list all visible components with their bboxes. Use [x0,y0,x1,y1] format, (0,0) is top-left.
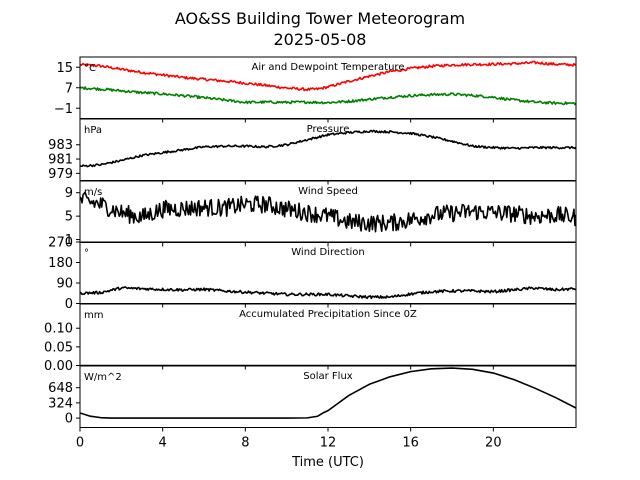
panel-title-pres: Pressure [307,124,350,135]
y-tick-label-pres-2: 979 [48,167,73,182]
x-tick-label-3: 12 [320,436,337,451]
x-tick-label-5: 20 [485,436,502,451]
series-line-solr-0 [80,367,576,419]
panel-title-wdir: Wind Direction [291,247,365,258]
y-tick-label-wspd-0: 9 [65,186,73,201]
y-tick-label-prcp-0: 0.10 [44,322,73,337]
x-axis-label: Time (UTC) [291,455,364,470]
panel-title-temp: Air and Dewpoint Temperature [252,62,405,73]
x-tick-label-1: 4 [159,436,167,451]
y-tick-label-temp-0: 15 [56,61,73,76]
series-line-wspd-0 [80,191,576,233]
y-tick-label-wdir-2: 90 [56,277,73,292]
y-tick-label-prcp-1: 0.05 [44,340,73,355]
panel-unit-wdir: ° [84,248,89,259]
y-tick-label-pres-0: 983 [48,138,73,153]
panel-unit-pres: hPa [84,125,102,136]
series-line-wdir-0 [80,286,576,300]
y-tick-label-temp-1: 7 [65,81,73,96]
y-tick-label-solr-0: 648 [48,381,73,396]
panel-wspd: 9 5 1 m/s Wind Speed [65,180,577,248]
panel-wdir: 270 180 90 0 ° Wind Direction [48,236,577,312]
panel-title-wspd: Wind Speed [298,186,358,197]
series-line-temp-0 [80,60,576,92]
y-tick-label-wdir-1: 180 [48,256,73,271]
y-tick-label-wspd-2: 1 [65,233,73,248]
y-tick-label-wspd-1: 5 [65,210,73,225]
panel-unit-wspd: m/s [84,187,102,198]
y-tick-label-solr-2: 0 [65,412,73,427]
figure-title-line2: 2025-05-08 [274,30,367,49]
panel-unit-prcp: mm [84,310,103,321]
panels-group: 157−1°C Air and Dewpoint Temperature98398… [44,56,577,451]
y-tick-label-prcp-2: 0.00 [44,359,73,374]
figure-title-line1: AO&SS Building Tower Meteorogram [175,9,465,28]
panel-prcp: 0.10 0.05 0.00 mm Accumulated Precipitation … [44,303,577,374]
y-tick-label-temp-2: −1 [54,102,73,117]
y-tick-label-solr-1: 324 [48,396,73,411]
x-tick-label-0: 0 [76,436,84,451]
panel-unit-solr: W/m^2 [84,372,122,383]
y-tick-label-pres-1: 981 [48,153,73,168]
panel-unit-temp: °C [84,63,96,74]
panel-title-solr: Solar Flux [303,371,353,382]
y-tick-label-wdir-0: 270 [48,236,73,251]
panel-temp: 15 7 −1 °C Air and Dewpoint Temperature [54,56,577,123]
series-line-temp-1 [80,86,576,106]
series-line-pres-0 [80,129,576,168]
y-tick-label-wdir-3: 0 [65,297,73,312]
panel-title-prcp: Accumulated Precipitation Since 0Z [239,309,417,320]
x-tick-label-4: 16 [402,436,419,451]
x-tick-label-2: 8 [241,436,249,451]
